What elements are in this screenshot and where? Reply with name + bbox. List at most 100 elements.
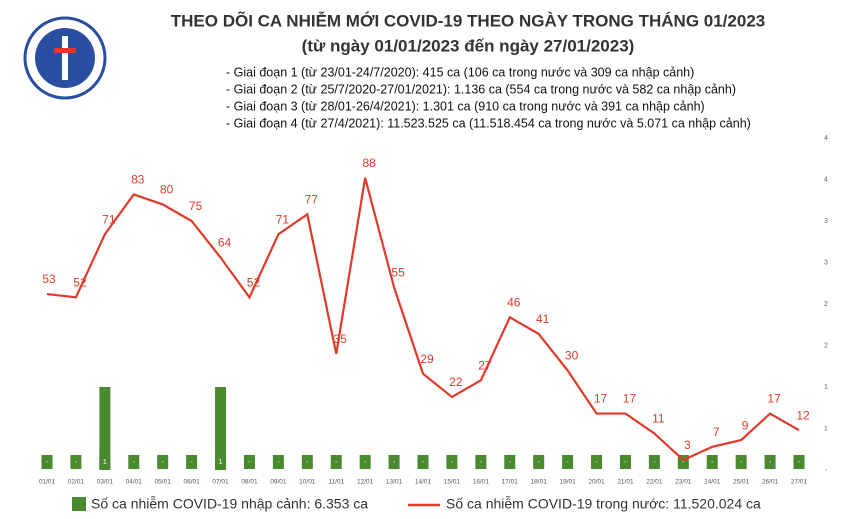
x-tick-label: 06/01	[183, 479, 200, 486]
bar-label-bg	[475, 455, 487, 469]
bar-label-bg	[388, 455, 400, 469]
line	[46, 177, 800, 462]
x-tick-label: 08/01	[241, 479, 258, 486]
bar-label-bg	[793, 455, 805, 469]
y2-tick-label: 4	[824, 135, 828, 142]
bar-label: -	[451, 459, 454, 466]
data-label: 12	[796, 408, 810, 422]
x-tick-label: 15/01	[444, 479, 461, 486]
x-tick-label: 27/01	[791, 479, 808, 486]
x-tick-label: 11/01	[328, 479, 344, 486]
legend-label: Số ca nhiễm COVID-19 nhập cảnh: 6.353 ca	[91, 496, 368, 512]
bar	[99, 387, 111, 470]
data-label: 11	[652, 412, 665, 426]
x-tick-label: 12/01	[357, 479, 374, 486]
x-tick-label: 25/01	[733, 479, 750, 486]
data-label: 71	[276, 212, 290, 226]
data-label: 55	[391, 266, 405, 280]
bar-label-bg	[330, 455, 342, 469]
bar-label: -	[509, 459, 512, 466]
data-label: 71	[102, 212, 116, 226]
bar-label: 1	[219, 459, 223, 466]
x-tick-label: 02/01	[68, 479, 85, 486]
bar-label-bg	[70, 455, 82, 469]
bar-label: -	[190, 459, 193, 466]
x-tick-label: 21/01	[617, 479, 634, 486]
bar-label-bg	[186, 455, 198, 469]
bar-label: -	[306, 459, 309, 466]
bar-label-bg	[764, 455, 776, 469]
bar	[215, 387, 227, 470]
bar-label: -	[798, 459, 801, 466]
data-label: 53	[42, 272, 56, 286]
bar-label-bg	[272, 455, 284, 469]
data-label: 75	[189, 199, 203, 213]
bar-label-bg	[359, 455, 371, 469]
bar-label-bg	[533, 455, 545, 469]
note: - Giai đoạn 2 (từ 25/7/2020-27/01/2021):…	[226, 82, 736, 96]
bar-label: -	[422, 459, 425, 466]
x-tick-label: 18/01	[531, 479, 548, 486]
data-label: 17	[594, 392, 608, 406]
bar-label-bg	[417, 455, 429, 469]
bar-label-bg	[128, 455, 140, 469]
x-tick-label: 19/01	[559, 479, 576, 486]
note: - Giai đoạn 3 (từ 28/01-26/4/2021): 1.30…	[226, 99, 705, 113]
bar-label: -	[393, 459, 396, 466]
x-tick-label: 07/01	[212, 479, 229, 486]
x-tick-label: 26/01	[762, 479, 779, 486]
bar-label-bg	[706, 455, 718, 469]
bar-label: -	[480, 459, 483, 466]
y2-tick-label: 3	[824, 218, 828, 225]
x-tick-label: 10/01	[299, 479, 316, 486]
chart-subtitle: (từ ngày 01/01/2023 đến ngày 27/01/2023)	[302, 36, 635, 55]
bar-label: -	[46, 459, 49, 466]
bar-label: -	[162, 459, 165, 466]
legend-swatch	[72, 497, 86, 511]
note: - Giai đoạn 1 (từ 23/01-24/7/2020): 415 …	[226, 65, 694, 79]
data-label: 52	[247, 276, 261, 290]
x-tick-label: 01/01	[39, 479, 56, 486]
bar-label-bg	[301, 455, 313, 469]
y2-tick-label: 1	[824, 425, 828, 432]
bar-label: -	[624, 459, 627, 466]
note: - Giai đoạn 4 (từ 27/4/2021): 11.523.525…	[226, 116, 751, 130]
data-label: 35	[334, 332, 348, 346]
data-label: 64	[218, 236, 232, 250]
x-tick-label: 03/01	[97, 479, 114, 486]
x-tick-label: 24/01	[704, 479, 721, 486]
x-tick-label: 17/01	[502, 479, 519, 486]
data-label: 30	[565, 349, 579, 363]
y2-tick-label: -	[825, 467, 828, 474]
data-label: 80	[160, 183, 174, 197]
x-tick-label: 04/01	[126, 479, 143, 486]
bar-label: 1	[103, 459, 107, 466]
bar-label-bg	[648, 455, 660, 469]
data-label: 77	[305, 193, 319, 207]
y2-tick-label: 2	[824, 342, 828, 349]
x-tick-label: 13/01	[386, 479, 403, 486]
bar-label-bg	[562, 455, 574, 469]
y2-tick-label: 4	[824, 176, 828, 183]
bar-label-bg	[243, 455, 255, 469]
x-tick-label: 16/01	[473, 479, 490, 486]
data-label: 9	[742, 418, 749, 432]
logo	[23, 16, 107, 100]
bar-label-bg	[677, 455, 689, 469]
x-tick-label: 14/01	[415, 479, 432, 486]
bar-label-bg	[215, 455, 227, 469]
data-label: 27	[478, 359, 492, 373]
bar-label-bg	[99, 455, 111, 469]
bar-label: -	[335, 459, 338, 466]
bar-label-bg	[504, 455, 516, 469]
data-label: 3	[684, 438, 691, 452]
bar-label: -	[653, 459, 656, 466]
bar-label: -	[595, 459, 598, 466]
bar-label: -	[682, 459, 685, 466]
data-label: 41	[536, 312, 550, 326]
data-label: 7	[713, 425, 720, 439]
data-label: 17	[623, 392, 637, 406]
bar-label-bg	[446, 455, 458, 469]
bar-label: -	[538, 459, 541, 466]
